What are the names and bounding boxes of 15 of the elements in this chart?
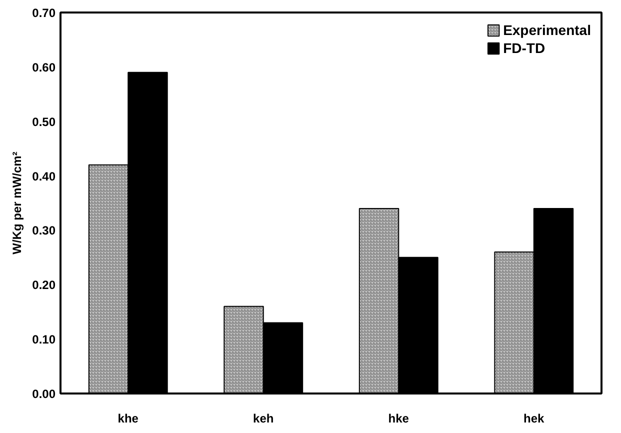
y-tick-label: 0.50 [32, 114, 56, 129]
y-tick-label: 0.30 [32, 224, 56, 238]
legend-label: Experimental [503, 22, 591, 38]
x-tick-label: khe [118, 412, 139, 426]
y-tick-label: 0.10 [32, 332, 56, 347]
legend-label: FD-TD [503, 40, 546, 56]
x-tick-label: keh [253, 412, 274, 426]
y-axis-title: W/Kg per mW/cm² [10, 152, 24, 254]
y-tick-label: 0.40 [32, 169, 56, 184]
y-tick-label: 0.00 [32, 387, 56, 401]
y-tick-label: 0.60 [32, 60, 56, 74]
x-tick-label: hek [524, 412, 545, 426]
x-tick-label: hke [388, 412, 410, 426]
y-tick-label: 0.20 [32, 278, 56, 292]
y-tick-label: 0.70 [32, 6, 56, 20]
